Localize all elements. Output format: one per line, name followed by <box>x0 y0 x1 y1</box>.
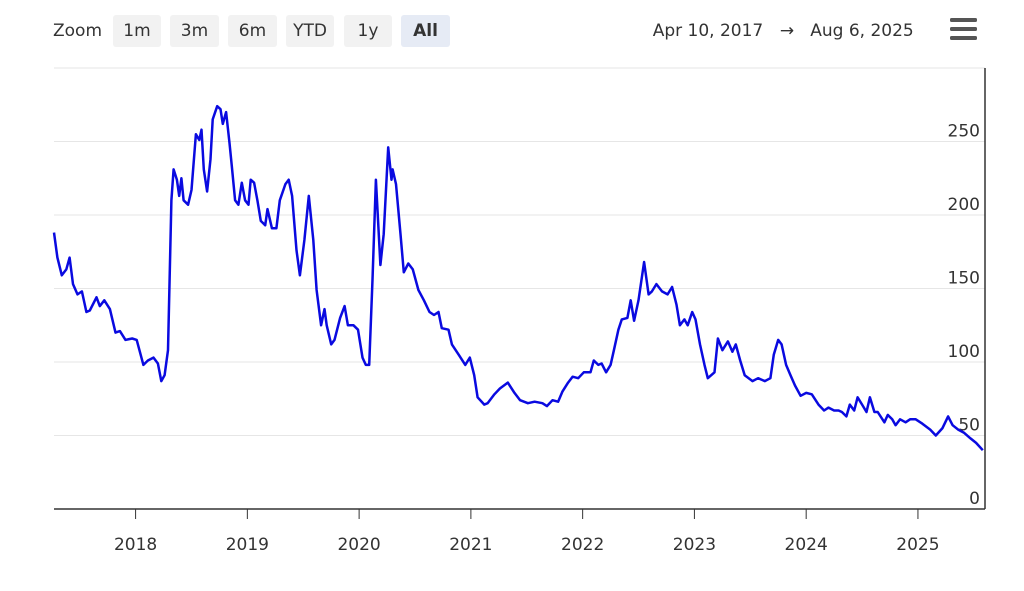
range-button[interactable] <box>401 15 450 47</box>
menu-bar <box>950 36 977 40</box>
range-button-label[interactable]: 1m <box>123 21 150 41</box>
range-button-label[interactable]: 3m <box>181 21 208 41</box>
x-tick-label: 2022 <box>561 535 604 555</box>
x-tick-label: 2025 <box>896 535 939 555</box>
range-button-label[interactable]: All <box>413 21 438 41</box>
y-tick-label: 0 <box>969 489 980 509</box>
range-button-label[interactable]: YTD <box>292 21 327 41</box>
range-button[interactable] <box>344 15 392 47</box>
x-tick-label: 2023 <box>673 535 716 555</box>
range-button[interactable] <box>286 15 334 47</box>
range-button[interactable] <box>170 15 219 47</box>
x-tick-label: 2018 <box>114 535 157 555</box>
range-button[interactable] <box>113 15 161 47</box>
date-to: Aug 6, 2025 <box>810 21 914 41</box>
x-tick-label: 2019 <box>226 535 269 555</box>
y-tick-label: 50 <box>958 416 980 436</box>
range-button-label[interactable]: 6m <box>239 21 266 41</box>
x-tick-label: 2024 <box>785 535 828 555</box>
menu-bar <box>950 18 977 22</box>
price-line <box>52 104 984 452</box>
y-tick-label: 250 <box>948 122 980 142</box>
zoom-label: Zoom <box>53 21 102 41</box>
range-button[interactable] <box>228 15 277 47</box>
date-from: Apr 10, 2017 <box>653 21 764 41</box>
y-tick-label: 200 <box>948 195 980 215</box>
x-tick-label: 2020 <box>337 535 380 555</box>
menu-icon[interactable] <box>950 18 977 40</box>
y-tick-label: 100 <box>948 342 980 362</box>
menu-bar <box>950 27 977 31</box>
x-tick-label: 2021 <box>449 535 492 555</box>
y-tick-label: 150 <box>948 269 980 289</box>
date-arrow: → <box>780 21 794 41</box>
range-button-label[interactable]: 1y <box>358 21 379 41</box>
